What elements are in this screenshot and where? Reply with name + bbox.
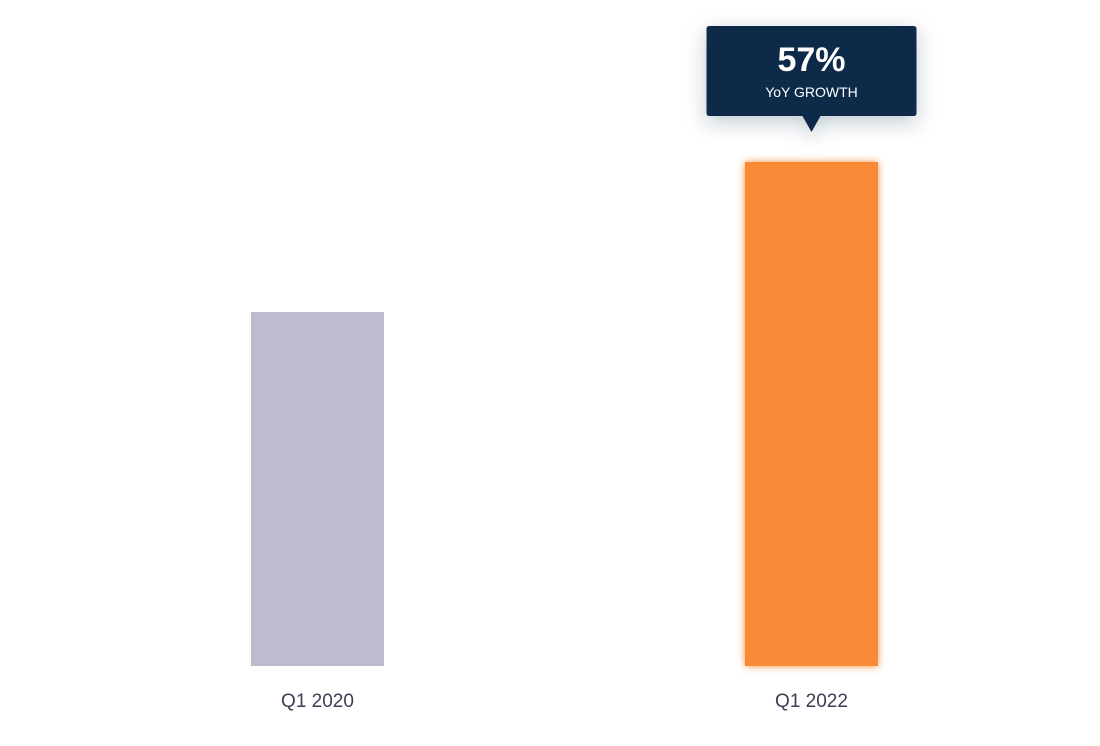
bar-q1-2020	[251, 312, 384, 666]
callout-label: YoY GROWTH	[765, 84, 858, 100]
callout-value: 57%	[777, 41, 845, 79]
bar-q1-2022	[745, 162, 878, 666]
category-label: Q1 2022	[775, 691, 848, 712]
category-label: Q1 2020	[281, 691, 354, 712]
growth-callout: 57% YoY GROWTH	[706, 26, 917, 132]
bars-layer	[251, 162, 878, 666]
category-labels: Q1 2020 Q1 2022	[281, 691, 848, 712]
callout-background	[706, 26, 917, 132]
